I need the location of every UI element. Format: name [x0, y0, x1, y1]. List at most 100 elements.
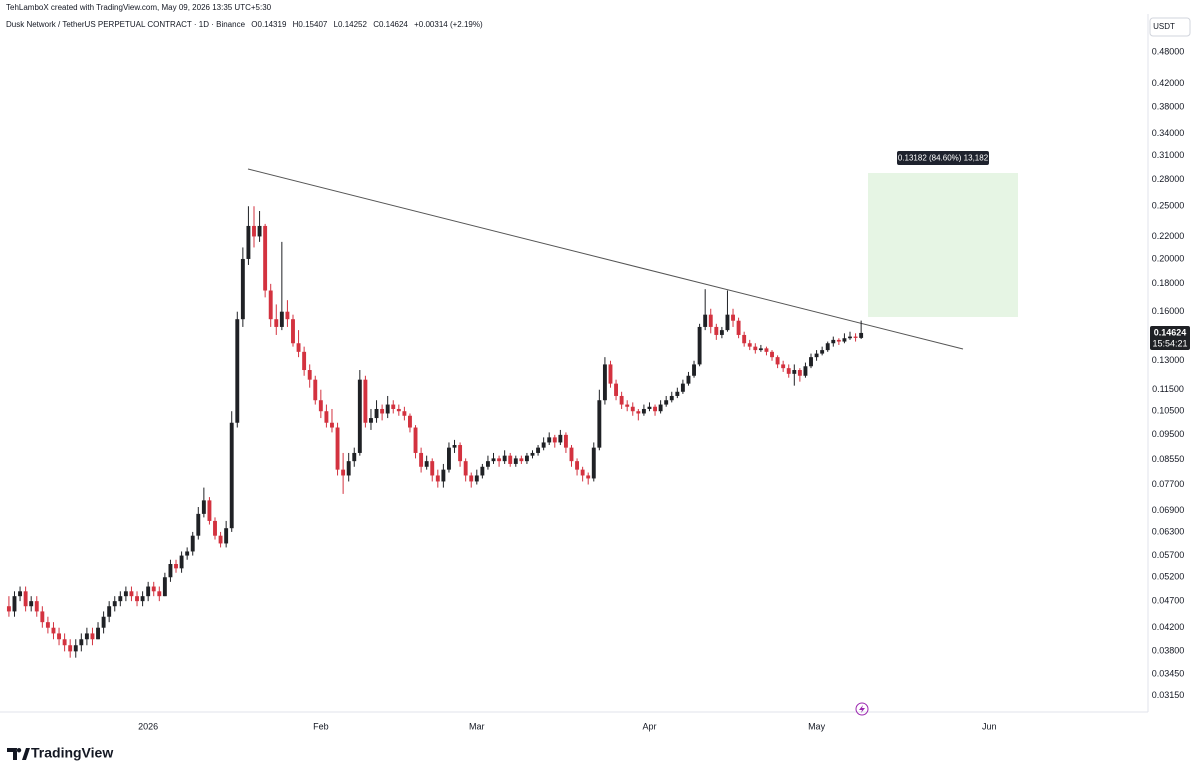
candle-body: [257, 225, 262, 237]
candle-body: [853, 336, 858, 338]
legend-value: O0.14319: [251, 20, 287, 29]
candle-body: [630, 406, 635, 412]
candle-body: [770, 351, 774, 358]
candle-body: [79, 639, 84, 646]
candle-body: [318, 400, 323, 412]
candle-body: [374, 408, 379, 419]
candle-body: [541, 442, 546, 448]
legend-value: C0.14624: [373, 20, 408, 29]
candle-body: [814, 353, 819, 358]
candle-body: [129, 591, 134, 597]
candle-body: [157, 591, 162, 597]
candle-body: [719, 330, 724, 335]
candle-body: [268, 290, 273, 320]
y-tick-label: 0.06900: [1152, 505, 1185, 515]
candle-body: [636, 411, 641, 414]
candle-body: [201, 500, 206, 514]
candle-body: [809, 357, 813, 367]
candle-body: [346, 461, 351, 476]
candle-body: [419, 452, 424, 467]
candle-body: [135, 596, 139, 602]
y-tick-label: 0.18000: [1152, 278, 1185, 288]
candle-body: [547, 437, 552, 443]
legend: Dusk Network / TetherUS PERPETUAL CONTRA…: [6, 20, 487, 29]
legend-value: H0.15407: [292, 20, 328, 29]
candle-body: [764, 348, 769, 352]
y-tick-label: 0.22000: [1152, 231, 1185, 241]
candle-body: [519, 458, 524, 462]
candle-body: [653, 406, 657, 412]
candle-body: [452, 445, 457, 448]
candle-body: [792, 370, 797, 374]
y-tick-label: 0.03150: [1152, 690, 1185, 700]
currency: USDT: [1153, 22, 1175, 31]
candle-body: [580, 469, 585, 476]
candle-body: [123, 591, 128, 597]
candle-body: [252, 225, 256, 237]
candle-body: [402, 411, 407, 416]
candle-body: [820, 350, 825, 354]
candle-body: [235, 319, 240, 423]
candle-body: [435, 475, 440, 482]
candle-body: [229, 422, 234, 529]
x-tick-label: Mar: [469, 721, 485, 731]
candle-body: [330, 422, 334, 428]
candle-body: [536, 447, 541, 453]
candle-body: [558, 434, 563, 443]
measure-label: 0.13182 (84.60%) 13,182: [898, 154, 989, 163]
candle-body: [803, 366, 808, 376]
candle-body: [174, 564, 178, 569]
y-tick-label: 0.07700: [1152, 479, 1185, 489]
candle-body: [23, 591, 28, 607]
candle-body: [463, 461, 468, 476]
candle-body: [664, 400, 669, 405]
y-tick-label: 0.09500: [1152, 429, 1185, 439]
candle-body: [686, 375, 691, 384]
candle-body: [848, 336, 852, 339]
candle-body: [352, 452, 357, 462]
candle-body: [797, 370, 802, 376]
candle-body: [140, 596, 145, 602]
y-tick-label: 0.06300: [1152, 526, 1185, 536]
candle-body: [296, 343, 301, 352]
candle-body: [480, 466, 485, 476]
candle-body: [12, 596, 17, 612]
candle-body: [335, 427, 340, 470]
candle-body: [101, 616, 106, 628]
x-tick-label: 2026: [138, 721, 158, 731]
candle-body: [274, 319, 279, 327]
candle-body: [842, 338, 847, 342]
x-tick-label: Jun: [982, 721, 997, 731]
brand: TradingView: [31, 745, 113, 761]
candle-body: [112, 601, 117, 607]
watermark: TehLamboX created with TradingView.com, …: [6, 3, 272, 12]
candle-body: [614, 383, 619, 396]
candle-body: [341, 469, 346, 476]
candle-body: [641, 408, 646, 414]
legend-value: L0.14252: [333, 20, 367, 29]
x-tick-label: Apr: [642, 721, 656, 731]
candle-body: [447, 447, 451, 470]
y-tick-label: 0.13000: [1152, 355, 1185, 365]
last-price-box: [1150, 325, 1190, 350]
candle-body: [658, 404, 663, 412]
candle-body: [697, 326, 702, 365]
y-tick-label: 0.16000: [1152, 306, 1185, 316]
candle-body: [369, 418, 373, 423]
candle-body: [246, 225, 251, 259]
candle-body: [90, 633, 95, 640]
candle-body: [458, 445, 463, 462]
y-tick-label: 0.04700: [1152, 596, 1185, 606]
candle-body: [675, 391, 680, 396]
y-tick-label: 0.38000: [1152, 102, 1185, 112]
candle-body: [469, 475, 474, 482]
candle-body: [190, 535, 195, 552]
candle-body: [485, 461, 490, 467]
y-tick-label: 0.34000: [1152, 128, 1185, 138]
candle-body: [279, 311, 284, 327]
candle-body: [513, 458, 518, 464]
candle-body: [107, 606, 112, 617]
candle-body: [703, 314, 708, 327]
candle-body: [385, 404, 390, 414]
candle-body: [441, 469, 446, 482]
